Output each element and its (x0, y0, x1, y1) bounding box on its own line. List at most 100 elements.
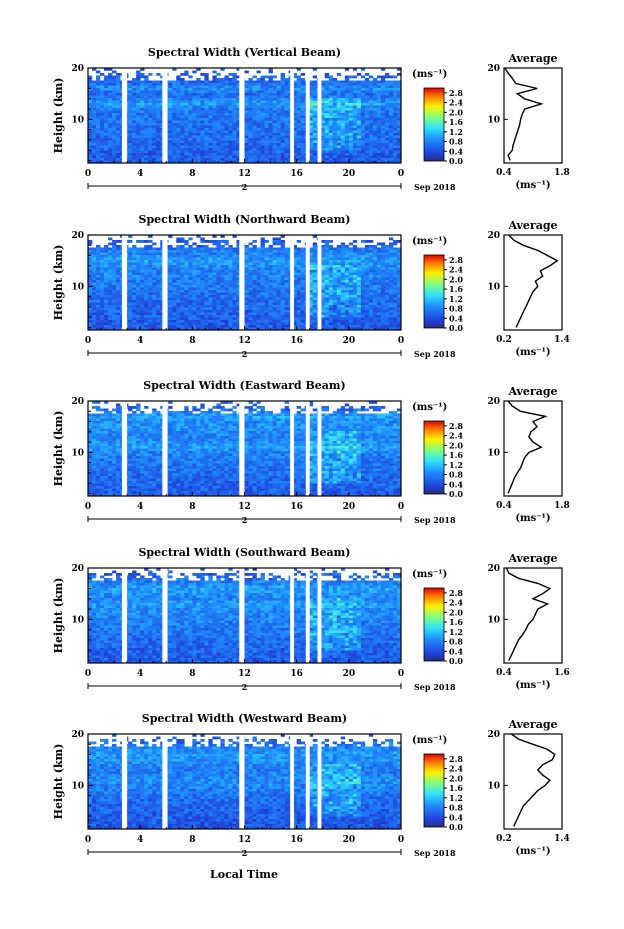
heatmap-cell (332, 83, 338, 86)
heatmap-cell (200, 325, 205, 328)
heatmap-cell (264, 88, 269, 91)
heatmap-cell (180, 290, 185, 293)
heatmap-cell (184, 305, 189, 308)
heatmap-cell (92, 277, 97, 281)
heatmap-cell (132, 123, 137, 126)
heatmap-cell (244, 118, 249, 121)
heatmap-cell (260, 98, 265, 101)
heatmap-cell (356, 128, 362, 131)
heatmap-cell (248, 257, 253, 261)
heatmap-cell (380, 88, 386, 91)
heatmap-cell (152, 280, 157, 283)
heatmap-cell (128, 130, 133, 134)
heatmap-cell (132, 307, 137, 311)
heatmap-cell (108, 292, 113, 296)
heatmap-cell (220, 100, 225, 104)
heatmap-cell (184, 153, 189, 156)
heatmap-cell (176, 302, 181, 306)
heatmap-cell (364, 143, 370, 146)
heatmap-cell (376, 160, 382, 164)
heatmap-cell (112, 153, 117, 156)
heatmap-cell (200, 307, 205, 311)
heatmap-cell (136, 145, 141, 149)
heatmap-cell (196, 153, 201, 156)
heatmap-cell (136, 148, 141, 151)
heatmap-cell (344, 150, 350, 154)
heatmap-cell (236, 105, 241, 109)
heatmap-cell (396, 148, 402, 151)
heatmap-cell (320, 100, 326, 104)
heatmap-cell (236, 257, 241, 261)
heatmap-cell (96, 98, 101, 101)
heatmap-cell (368, 140, 374, 144)
heatmap-cell (152, 247, 157, 251)
heatmap-cell (184, 242, 189, 246)
heatmap-cell (320, 105, 326, 109)
heatmap-cell (376, 158, 382, 161)
heatmap-cell (256, 272, 261, 276)
heatmap-cell (284, 277, 289, 281)
heatmap-cell (372, 85, 378, 89)
heatmap-cell (144, 105, 149, 109)
heatmap-cell (384, 130, 390, 134)
heatmap-cell (252, 257, 257, 261)
heatmap-cell (328, 247, 334, 251)
heatmap-cell (332, 322, 338, 326)
data-gap (121, 68, 128, 163)
heatmap-cell (176, 85, 181, 89)
heatmap-cell (176, 240, 181, 243)
heatmap-cell (248, 113, 253, 116)
heatmap-cell (332, 287, 338, 291)
heatmap-cell (88, 252, 93, 256)
heatmap-cell (244, 257, 249, 261)
heatmap-cell (108, 315, 113, 318)
heatmap-cell (172, 310, 177, 313)
heatmap-cell (260, 292, 265, 296)
heatmap-cell (292, 98, 297, 101)
heatmap-cell (88, 145, 93, 149)
heatmap-cell (144, 295, 149, 298)
heatmap-cell (184, 262, 189, 266)
heatmap-cell (380, 98, 386, 101)
heatmap-cell (148, 270, 153, 273)
heatmap-cell (180, 138, 185, 141)
heatmap-cell (220, 307, 225, 311)
heatmap-cell (296, 140, 301, 144)
heatmap-cell (248, 305, 253, 308)
heatmap-cell (356, 83, 362, 86)
heatmap-cell (224, 280, 229, 283)
heatmap-cell (144, 245, 149, 248)
heatmap-cell (280, 317, 285, 321)
heatmap-cell (212, 267, 217, 271)
heatmap-cell (92, 285, 97, 288)
heatmap-cell (88, 262, 93, 266)
heatmap-cell (168, 103, 173, 106)
heatmap-cell (336, 262, 342, 266)
heatmap-cell (192, 103, 197, 106)
heatmap-cell (260, 120, 265, 124)
heatmap-cell (332, 305, 338, 308)
heatmap-cell (368, 155, 374, 159)
heatmap-cell (212, 247, 217, 251)
heatmap-cell (192, 95, 197, 99)
heatmap-cell (244, 320, 249, 323)
heatmap-cell (228, 153, 233, 156)
heatmap-cell (312, 93, 318, 96)
heatmap-cell (328, 150, 334, 154)
heatmap-cell (232, 138, 237, 141)
heatmap-cell (228, 307, 233, 311)
heatmap-cell (196, 317, 201, 321)
heatmap-cell (280, 80, 285, 84)
heatmap-cell (372, 125, 378, 129)
heatmap-cell (108, 128, 113, 131)
heatmap-cell (276, 83, 281, 86)
heatmap-cell (312, 287, 318, 291)
heatmap-cell (176, 113, 181, 116)
heatmap-cell (184, 113, 189, 116)
heatmap-cell (252, 262, 257, 266)
heatmap-cell (200, 302, 205, 306)
heatmap-cell (184, 88, 189, 91)
heatmap-cell (172, 150, 177, 154)
heatmap-cell (332, 275, 338, 278)
